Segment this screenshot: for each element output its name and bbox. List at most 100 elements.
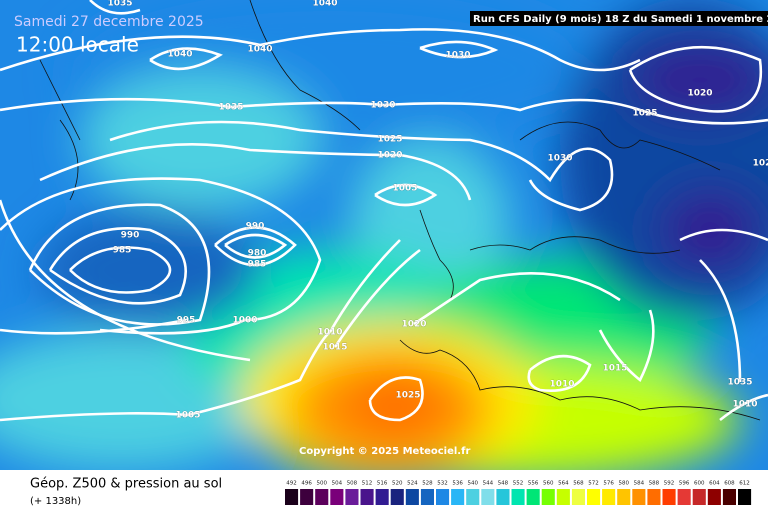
legend-swatch bbox=[466, 489, 480, 505]
legend-swatch bbox=[571, 489, 585, 505]
time: 12:00 locale bbox=[16, 33, 139, 57]
legend-label: 532 bbox=[437, 481, 448, 487]
isobar-label: 1010 bbox=[732, 400, 757, 410]
legend-swatch bbox=[375, 489, 389, 505]
isobar-label: 1030 bbox=[445, 51, 470, 61]
isobar-label: 980 bbox=[248, 249, 267, 259]
legend-label: 576 bbox=[603, 481, 614, 487]
legend-swatch bbox=[556, 489, 570, 505]
isobar-label: 1010 bbox=[549, 380, 574, 390]
legend-label: 552 bbox=[513, 481, 524, 487]
legend-swatch bbox=[617, 489, 631, 505]
isobar-label: 1035 bbox=[218, 103, 243, 113]
legend-swatch bbox=[677, 489, 691, 505]
isobar-label: 1000 bbox=[232, 316, 257, 326]
legend-label: 604 bbox=[709, 481, 720, 487]
isobar-label: 1040 bbox=[247, 45, 272, 55]
legend-label: 536 bbox=[452, 481, 463, 487]
footer-subtitle: (+ 1338h) bbox=[30, 496, 81, 507]
legend-label: 588 bbox=[649, 481, 660, 487]
isobar-label: 985 bbox=[248, 260, 267, 270]
coastlines bbox=[39, 0, 761, 421]
legend-swatch bbox=[541, 489, 555, 505]
legend-label: 556 bbox=[528, 481, 539, 487]
copyright: Copyright © 2025 Meteociel.fr bbox=[299, 446, 470, 457]
isobar-label: 1015 bbox=[602, 364, 627, 374]
legend-label: 572 bbox=[588, 481, 599, 487]
isobar-labels: 1035 1040 1040 1040 1030 1035 1030 1025 1020 1005… bbox=[107, 0, 768, 421]
isobar-label: 990 bbox=[121, 231, 140, 241]
isobar-label: 1035 bbox=[107, 0, 132, 9]
legend-label: 524 bbox=[407, 481, 418, 487]
legend-swatch bbox=[632, 489, 646, 505]
isobars bbox=[0, 0, 768, 422]
legend-label: 580 bbox=[619, 481, 630, 487]
legend-swatch bbox=[692, 489, 706, 505]
isobar-label: 985 bbox=[113, 246, 132, 256]
isobar-label: 1025 bbox=[377, 135, 402, 145]
legend-label: 516 bbox=[377, 481, 388, 487]
legend-swatch bbox=[285, 489, 299, 505]
legend-swatch bbox=[420, 489, 434, 505]
legend-label: 492 bbox=[286, 481, 297, 487]
isobar-label: 995 bbox=[177, 316, 196, 326]
legend-label: 592 bbox=[664, 481, 675, 487]
legend-swatch bbox=[496, 489, 510, 505]
isobar-label: 1020 bbox=[401, 320, 426, 330]
legend-swatch bbox=[707, 489, 721, 505]
isobar-label: 1020 bbox=[687, 89, 712, 99]
run-banner bbox=[470, 11, 768, 26]
legend-label: 520 bbox=[392, 481, 403, 487]
legend-label: 528 bbox=[422, 481, 433, 487]
legend-label: 596 bbox=[679, 481, 690, 487]
field bbox=[0, 0, 768, 470]
legend-label: 500 bbox=[317, 481, 328, 487]
legend-swatch bbox=[738, 489, 752, 505]
footer-title: Géop. Z500 & pression au sol bbox=[30, 477, 222, 492]
legend-swatch bbox=[481, 489, 495, 505]
isobar-label: 1010 bbox=[317, 328, 342, 338]
legend-label: 540 bbox=[468, 481, 479, 487]
legend-label: 612 bbox=[739, 481, 750, 487]
legend-label: 544 bbox=[483, 481, 494, 487]
isobar-label: 1030 bbox=[370, 101, 395, 111]
legend-label: 508 bbox=[347, 481, 358, 487]
legend-swatch bbox=[602, 489, 616, 505]
legend-label: 560 bbox=[543, 481, 554, 487]
isobar-label: 1005 bbox=[175, 411, 200, 421]
legend-swatch bbox=[511, 489, 525, 505]
legend-label: 496 bbox=[301, 481, 312, 487]
legend-label: 512 bbox=[362, 481, 373, 487]
legend-swatch bbox=[405, 489, 419, 505]
isobar-label: 1035 bbox=[727, 378, 752, 388]
isobar-label: 1040 bbox=[167, 50, 192, 60]
isobar-label: 1025 bbox=[632, 109, 657, 119]
run-info: Run CFS Daily (9 mois) 18 Z du Samedi 1 … bbox=[473, 14, 768, 25]
legend-swatch bbox=[300, 489, 314, 505]
isobar-label: 990 bbox=[246, 222, 265, 232]
legend-label: 584 bbox=[634, 481, 645, 487]
legend-swatch bbox=[587, 489, 601, 505]
isobar-label: 1025 bbox=[395, 391, 420, 401]
legend-label: 568 bbox=[573, 481, 584, 487]
legend-label: 548 bbox=[498, 481, 509, 487]
isobar-label: 1030 bbox=[547, 154, 572, 164]
isobar-label: 1040 bbox=[312, 0, 337, 9]
isobar-label: 1015 bbox=[322, 343, 347, 353]
legend-swatch bbox=[360, 489, 374, 505]
legend-label: 608 bbox=[724, 481, 735, 487]
legend-swatch bbox=[330, 489, 344, 505]
legend-swatch bbox=[722, 489, 736, 505]
legend-swatch bbox=[345, 489, 359, 505]
legend-swatch bbox=[390, 489, 404, 505]
legend-swatch bbox=[451, 489, 465, 505]
legend-swatch bbox=[436, 489, 450, 505]
isobar-label: 1005 bbox=[392, 184, 417, 194]
legend-swatch bbox=[662, 489, 676, 505]
color-legend: 492 496 500 504 508 512 516 520 524 528 532 536 540 5… bbox=[285, 481, 752, 505]
isobar-label: 1020 bbox=[377, 151, 402, 161]
legend-label: 504 bbox=[332, 481, 343, 487]
legend-swatch bbox=[315, 489, 329, 505]
legend-label: 600 bbox=[694, 481, 705, 487]
